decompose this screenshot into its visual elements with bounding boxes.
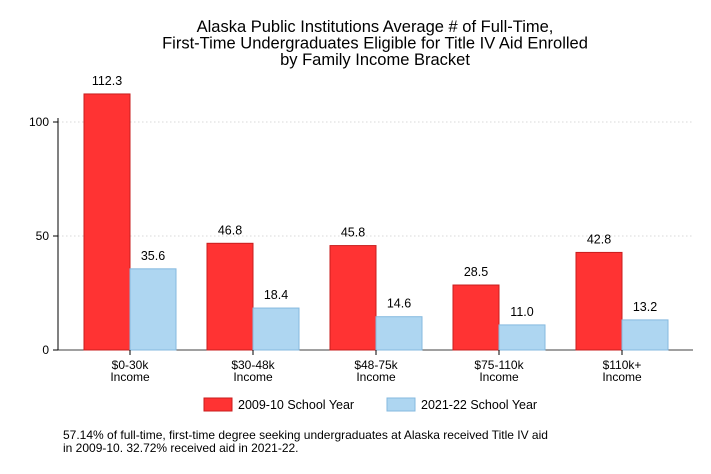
data-label: 28.5 — [464, 265, 488, 279]
x-category-label: Income — [479, 370, 519, 384]
bars — [83, 93, 669, 351]
legend-swatch — [386, 397, 416, 412]
bar-series-1 — [575, 251, 623, 351]
legend-label: 2009-10 School Year — [238, 398, 354, 412]
data-label: 35.6 — [141, 249, 165, 263]
gridlines — [58, 121, 693, 237]
x-category-label: $48-75k — [354, 358, 398, 372]
bar-series-1 — [83, 93, 131, 351]
bar-series-2 — [129, 268, 177, 351]
y-tick-label: 100 — [29, 115, 49, 129]
data-label: 112.3 — [92, 74, 122, 88]
x-category-label: Income — [233, 370, 273, 384]
legend: 2009-10 School Year 2021-22 School Year — [203, 397, 537, 412]
data-label: 14.6 — [387, 297, 411, 311]
footnote: 57.14% of full-time, first-time degree s… — [63, 428, 548, 455]
data-label: 13.2 — [633, 300, 657, 314]
chart-title-line: by Family Income Bracket — [280, 51, 470, 69]
bar-series-1 — [206, 242, 254, 351]
bar-series-1 — [329, 245, 377, 351]
y-tick-label: 50 — [36, 229, 50, 243]
y-tick-label: 0 — [42, 343, 49, 357]
x-category-label: Income — [356, 370, 396, 384]
bar-series-1 — [452, 284, 500, 351]
data-label: 11.0 — [510, 305, 533, 319]
legend-swatch — [203, 397, 233, 412]
x-category-label: $110k+ — [603, 358, 642, 372]
bar-series-2 — [375, 316, 423, 351]
bar-series-2 — [252, 307, 300, 351]
x-axis-categories: $0-30kIncome$30-48kIncome$48-75kIncome$7… — [110, 350, 642, 384]
x-category-label: $75-110k — [474, 358, 524, 372]
x-category-label: $0-30k — [112, 358, 150, 372]
chart-title-line: Alaska Public Institutions Average # of … — [197, 18, 554, 36]
x-category-label: $30-48k — [231, 358, 275, 372]
data-labels: 112.3 35.6 46.8 18.4 45.8 14.6 28.5 11.0 42.8 13.… — [92, 74, 657, 319]
bar-series-2 — [621, 319, 669, 351]
data-label: 18.4 — [264, 288, 288, 302]
x-category-label: Income — [602, 370, 642, 384]
chart-title-line: First-Time Undergraduates Eligible for T… — [162, 35, 588, 53]
bar-series-2 — [498, 324, 546, 351]
data-label: 45.8 — [341, 226, 365, 240]
data-label: 46.8 — [218, 223, 242, 237]
chart-title: Alaska Public Institutions Average # of … — [162, 18, 588, 69]
x-category-label: Income — [110, 370, 150, 384]
legend-label: 2021-22 School Year — [421, 398, 537, 412]
data-label: 42.8 — [587, 232, 611, 246]
